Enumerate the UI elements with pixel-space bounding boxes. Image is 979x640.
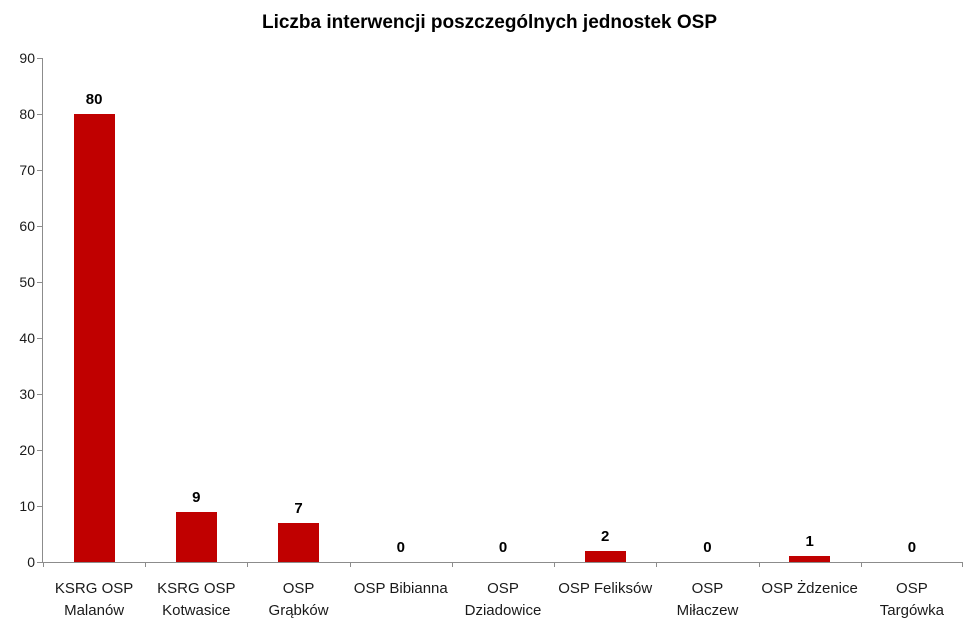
x-axis-tick (451, 562, 453, 567)
x-category-label-line: OSP (896, 580, 928, 597)
x-axis-tick (962, 562, 963, 567)
y-axis-tick (37, 113, 43, 115)
y-axis-tick (37, 281, 43, 283)
x-category-label-line: OSP Feliksów (558, 580, 653, 597)
x-axis-tick (656, 562, 658, 567)
x-axis-tick (43, 562, 44, 567)
x-axis-tick (247, 562, 249, 567)
bar-value-label: 1 (805, 533, 814, 551)
x-axis-tick (554, 562, 556, 567)
y-axis-tick-label: 80 (19, 106, 35, 122)
x-category-label-line: OSP Żdzenice (761, 580, 858, 597)
x-category-label: KSRG OSP Malanów (37, 578, 151, 622)
x-category-label-line: KSRG OSP (54, 580, 134, 597)
x-category-label: OSP Feliksów (548, 578, 662, 600)
x-category-label-line: Dziadowice (464, 602, 542, 619)
y-axis-tick (37, 169, 43, 171)
y-axis-tick (37, 393, 43, 395)
y-axis-tick-label: 10 (19, 498, 35, 514)
x-axis-tick (349, 562, 351, 567)
bar (73, 114, 115, 562)
x-category-label-line: Kotwasice (162, 602, 231, 619)
bar-value-label: 0 (703, 539, 712, 556)
bar-value-label: 0 (907, 539, 917, 556)
bar-value-label: 7 (294, 499, 303, 517)
x-category-label: OSP Miłaczew (650, 578, 764, 622)
y-axis-tick-label: 20 (19, 442, 35, 458)
chart-title: Liczba interwencji poszczególnych jednos… (261, 12, 718, 33)
bar-value-label: 0 (396, 539, 405, 556)
x-category-label-line: OSP (487, 580, 519, 597)
x-axis-tick (145, 562, 147, 567)
x-category-label: OSP Żdzenice (753, 578, 867, 600)
x-category-label-line: Grąbków (268, 602, 329, 619)
bar-value-label: 9 (192, 488, 201, 506)
bar-value-label: 80 (85, 91, 103, 108)
bar (175, 511, 217, 562)
y-axis-tick-label: 0 (27, 554, 35, 570)
y-axis-tick (37, 337, 43, 339)
x-axis-tick (758, 562, 760, 567)
y-axis-tick (37, 505, 43, 507)
y-axis-tick (37, 561, 43, 563)
y-axis-tick (37, 57, 43, 59)
x-category-label-line: OSP Bibianna (353, 580, 448, 597)
y-axis-tick-label: 90 (19, 50, 35, 66)
bar (584, 550, 626, 562)
bar (278, 522, 319, 562)
x-category-label-line: KSRG OSP (157, 580, 236, 597)
bar-value-label: 2 (601, 527, 610, 545)
x-category-label-line: Targówka (879, 602, 944, 619)
y-axis-tick-label: 30 (19, 386, 35, 402)
x-category-label: OSP Dziadowice (446, 578, 560, 622)
y-axis-tick (37, 449, 43, 451)
y-axis-tick-label: 50 (19, 274, 35, 290)
y-axis-tick-label: 40 (19, 330, 35, 346)
plot-area: 0 10 20 30 40 50 60 70 80 90 80 KSRG OSP Malanów 9 KSR… (19, 50, 963, 619)
x-category-label: OSP Grąbków (241, 578, 355, 622)
y-axis-tick (37, 225, 43, 227)
x-axis-tick (860, 562, 862, 567)
bar-value-label: 0 (498, 539, 508, 556)
x-category-label: OSP Bibianna (344, 578, 458, 600)
x-category-label: OSP Targówka (855, 578, 969, 622)
y-axis-tick-label: 70 (19, 162, 35, 178)
x-category-label-line: OSP (691, 580, 724, 597)
x-category-label-line: OSP (282, 580, 315, 597)
y-axis-tick-label: 60 (19, 218, 35, 234)
x-category-label: KSRG OSP Kotwasice (139, 578, 253, 622)
bar (789, 556, 831, 562)
x-category-label-line: Miłaczew (676, 602, 739, 619)
x-category-label-line: Malanów (64, 602, 125, 619)
